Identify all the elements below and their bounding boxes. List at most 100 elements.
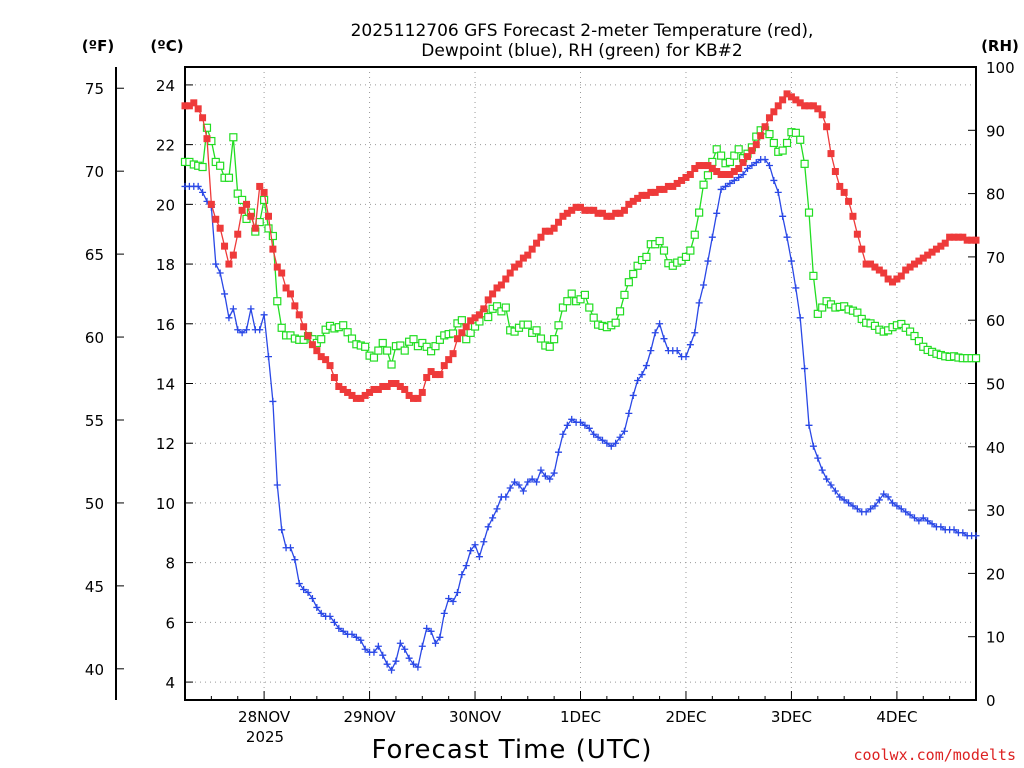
- dewpoint-point: [541, 472, 549, 480]
- temperature-point: [185, 102, 193, 110]
- rh-point: [585, 303, 594, 312]
- dewpoint-point: [194, 182, 202, 190]
- temperature-point: [774, 102, 782, 110]
- dewpoint-point: [480, 538, 488, 546]
- dewpoint-point: [897, 505, 905, 513]
- dewpoint-point: [603, 439, 611, 447]
- temperature-point: [462, 323, 470, 331]
- dewpoint-point: [264, 353, 272, 361]
- rh-point: [431, 342, 440, 351]
- series-relative-humidity: [180, 123, 981, 369]
- temperature-point: [335, 382, 343, 390]
- celsius-unit-label: (ºC): [150, 37, 183, 55]
- dewpoint-point: [515, 481, 523, 489]
- chart-title-line1: 2025112706 GFS Forecast 2-meter Temperat…: [351, 21, 814, 41]
- rh-point: [387, 360, 396, 369]
- celsius-tick-label: 14: [156, 376, 175, 394]
- dewpoint-point: [436, 633, 444, 641]
- dewpoint-point: [770, 176, 778, 184]
- rh-point: [629, 269, 638, 279]
- rh-point: [260, 195, 269, 205]
- dewpoint-point: [313, 603, 321, 611]
- chart-title-line2: Dewpoint (blue), RH (green) for KB#2: [421, 41, 742, 61]
- rh-point: [703, 171, 713, 180]
- temperature-point: [691, 165, 699, 173]
- temperature-point: [326, 362, 334, 370]
- dewpoint-point: [735, 173, 743, 181]
- temperature-point: [550, 224, 558, 232]
- celsius-tick-label: 22: [156, 137, 175, 155]
- rh-point: [778, 146, 787, 155]
- temperature-point: [770, 108, 778, 116]
- dewpoint-point: [458, 571, 466, 579]
- dewpoint-point: [647, 347, 655, 355]
- rh-point: [536, 334, 546, 343]
- dewpoint-point: [550, 469, 558, 477]
- dewpoint-point: [722, 182, 730, 190]
- celsius-tick-label: 16: [156, 316, 175, 334]
- temperature-point: [480, 305, 488, 313]
- dewpoint-point: [792, 284, 800, 292]
- dewpoint-point: [427, 627, 435, 635]
- dewpoint-point: [871, 502, 879, 510]
- dewpoint-point: [401, 645, 409, 653]
- temperature-point: [805, 102, 813, 110]
- dewpoint-point: [326, 612, 334, 620]
- temperature-point: [555, 218, 563, 226]
- temperature-point: [207, 200, 215, 208]
- rh-point: [277, 323, 286, 332]
- dewpoint-point: [471, 541, 479, 549]
- dewpoint-point: [278, 526, 286, 534]
- dewpoint-point: [348, 630, 356, 638]
- temperature-point: [735, 165, 743, 173]
- dewpoint-point: [418, 642, 426, 650]
- temperature-point: [440, 362, 448, 370]
- dewpoint-point: [361, 645, 369, 653]
- dewpoint-point: [546, 475, 554, 483]
- dewpoint-point: [528, 475, 536, 483]
- temperature-point: [528, 245, 536, 253]
- rh-point: [554, 321, 563, 330]
- temperature-point: [546, 227, 554, 235]
- x-tick-label: 3DEC: [771, 708, 812, 726]
- dewpoint-point: [638, 371, 646, 379]
- dewpoint-point: [335, 624, 343, 632]
- dewpoint-point: [827, 481, 835, 489]
- temperature-point: [660, 185, 668, 193]
- x-tick-label: 28NOV: [238, 708, 291, 726]
- temperature-point: [471, 314, 479, 322]
- temperature-point: [445, 356, 453, 364]
- temperature-point: [515, 260, 523, 268]
- rh-point: [813, 309, 822, 318]
- temperature-point: [594, 209, 602, 217]
- rh-point: [690, 230, 699, 239]
- temperature-point: [853, 230, 861, 238]
- temperature-point: [884, 275, 892, 283]
- rh-point: [558, 303, 568, 312]
- temperature-point: [563, 209, 571, 217]
- temperature-point: [946, 233, 954, 241]
- temperature-point: [344, 388, 352, 396]
- dewpoint-point: [423, 624, 431, 632]
- rh-point: [317, 335, 326, 344]
- temperature-point: [291, 302, 299, 310]
- temperature-point: [524, 251, 532, 259]
- temperature-point: [823, 123, 831, 131]
- temperature-point: [247, 212, 255, 220]
- rh-point: [818, 303, 827, 312]
- temperature-point: [761, 123, 769, 131]
- dewpoint-point: [739, 170, 747, 178]
- dewpoint-point: [339, 627, 347, 635]
- temperature-point: [467, 317, 475, 325]
- dewpoint-point: [779, 212, 787, 220]
- temperature-point: [647, 188, 655, 196]
- fahrenheit-tick-label: 55: [85, 412, 104, 430]
- temperature-point: [858, 245, 866, 253]
- rh-point: [396, 341, 405, 350]
- temperature-point: [282, 284, 290, 292]
- temperature-point: [251, 224, 259, 232]
- temperature-point: [203, 135, 211, 143]
- dewpoint-point: [620, 427, 628, 435]
- temperature-point: [352, 394, 360, 402]
